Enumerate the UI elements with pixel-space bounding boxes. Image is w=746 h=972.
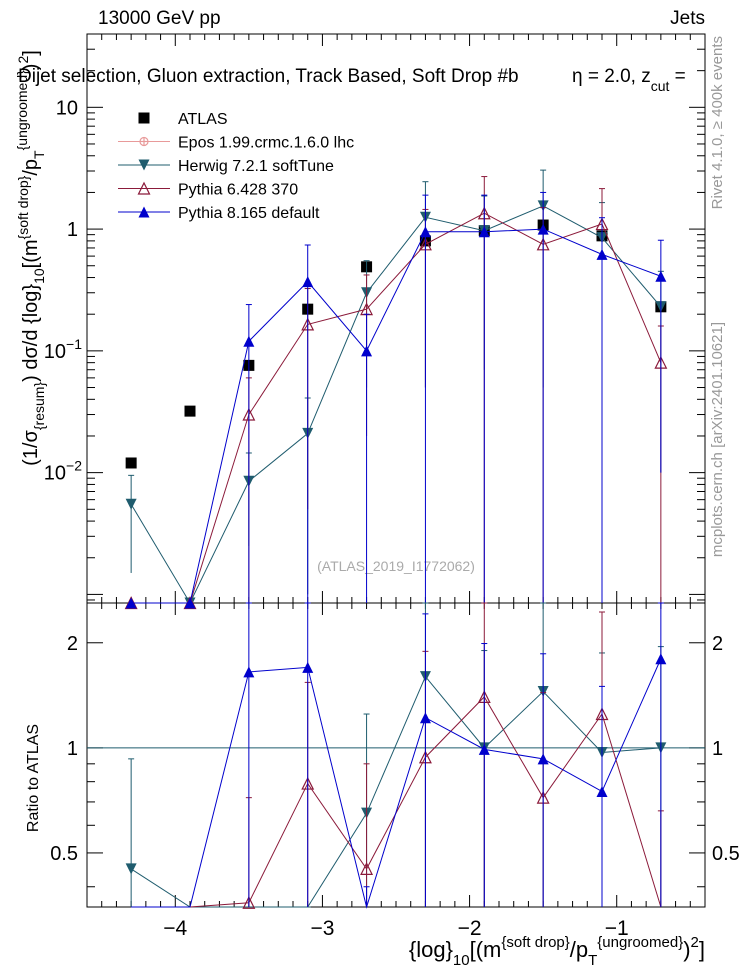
series-herwig [125, 169, 667, 609]
ratio-axis-ticks: −4 −3 −2 −1 0.5 0.5 1 1 2 2 [50, 603, 740, 940]
ratio-y-axis-label: Ratio to ATLAS [25, 724, 42, 832]
ratio-point [596, 785, 608, 797]
data-point [596, 248, 608, 260]
ratio-point [243, 666, 255, 678]
x-axis-label: {log}10[(m{soft drop}/pT{ungroomed})2] [409, 934, 705, 969]
y-tick-label: 10−1 [44, 336, 82, 363]
ratio-line [130, 675, 661, 908]
legend-marker [138, 112, 150, 124]
rivet-label: Rivet 4.1.0, ≥ 400k events [709, 36, 726, 209]
ratio-y-tick-label-left: 0.5 [50, 843, 78, 865]
data-point [184, 405, 196, 417]
ratio-y-tick-label-left: 2 [67, 633, 78, 655]
selection-title: Dijet selection, Gluon extraction, Track… [18, 66, 519, 87]
legend-label: Epos 1.99.crmc.1.6.0 lhc [178, 135, 354, 152]
legend-item: Epos 1.99.crmc.1.6.0 lhc [118, 135, 354, 152]
ratio-point [478, 743, 490, 755]
legend-item: Herwig 7.2.1 softTune [118, 158, 334, 175]
ratio-series-pythia [131, 602, 664, 909]
ratio-series-pythia [131, 602, 667, 909]
data-point [361, 345, 373, 357]
ratio-plot-frame [86, 602, 706, 908]
main-y-axis-label: (1/σ{resum}) dσ/d {log}10[(m{soft drop}/… [14, 50, 47, 466]
y-tick-label: 10 [56, 97, 78, 119]
data-point [478, 226, 490, 238]
data-point [655, 270, 667, 282]
ratio-line [131, 696, 662, 908]
data-point [125, 498, 137, 510]
ratio-point [242, 895, 256, 909]
energy-label: 13000 GeV pp [98, 8, 221, 29]
legend: ATLAS Epos 1.99.crmc.1.6.0 lhc Herwig 7.2.… [118, 111, 354, 222]
series-pythia [125, 191, 667, 609]
series-line [131, 228, 662, 604]
x-tick-label: −4 [163, 917, 187, 940]
legend-label: ATLAS [178, 111, 228, 128]
x-tick-label: −2 [458, 917, 482, 940]
legend-label: Pythia 6.428 370 [178, 182, 298, 199]
main-axis-ticks: 10−2 10−1 1 10 [44, 33, 706, 603]
legend-marker [138, 159, 150, 171]
legend-label: Pythia 8.165 default [178, 205, 320, 222]
ratio-y-tick-label-right: 1 [712, 738, 723, 760]
cuts-label: η = 2.0, zcut = [572, 66, 686, 94]
data-point [243, 335, 255, 347]
process-label: Jets [670, 8, 705, 29]
data-point [184, 597, 196, 609]
ratio-series-herwig [125, 602, 667, 908]
ratio-y-tick-label-left: 1 [67, 738, 78, 760]
legend-marker [137, 181, 151, 195]
ratio-point [125, 863, 137, 875]
data-point [302, 276, 314, 288]
data-point [125, 457, 137, 469]
legend-item: Pythia 6.428 370 [118, 182, 298, 199]
series-pythia [124, 176, 668, 610]
main-plot-data [124, 169, 668, 610]
ratio-point [655, 653, 667, 665]
data-point [419, 226, 431, 238]
x-tick-label: −1 [605, 917, 629, 940]
data-point [125, 597, 137, 609]
data-point [537, 223, 549, 235]
analysis-watermark: (ATLAS_2019_I1772062) [317, 558, 475, 574]
legend-item: Pythia 8.165 default [118, 205, 320, 222]
y-tick-label: 10−2 [44, 458, 82, 485]
legend-marker [139, 136, 149, 147]
cuts-prefix: η = 2.0, z [572, 66, 651, 87]
ratio-point [302, 661, 314, 673]
cuts-suffix: = [669, 66, 685, 87]
legend-label: Herwig 7.2.1 softTune [178, 158, 334, 175]
ratio-point [537, 753, 549, 765]
mcplots-label: mcplots.cern.ch [arXiv:2401.10621] [709, 322, 726, 557]
legend-item: ATLAS [138, 111, 228, 128]
ratio-point [360, 862, 374, 876]
ratio-plot-data [87, 602, 705, 909]
series-atlas [125, 219, 667, 469]
x-tick-label: −3 [310, 917, 334, 940]
cuts-subscript: cut [651, 78, 670, 94]
ratio-y-tick-label-right: 2 [712, 633, 723, 655]
legend-marker [138, 206, 150, 218]
y-tick-label: 1 [67, 219, 78, 241]
ratio-line [131, 658, 662, 909]
series-line [131, 212, 662, 604]
series-line [130, 205, 662, 605]
ratio-y-tick-label-right: 0.5 [712, 843, 740, 865]
ratio-point [419, 712, 431, 724]
